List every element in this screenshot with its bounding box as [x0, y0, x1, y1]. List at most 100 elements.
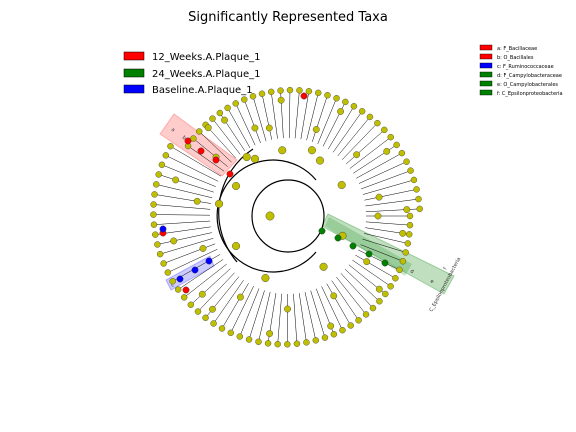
tree-branch	[365, 221, 391, 224]
taxon-node	[209, 115, 216, 122]
tree-branch	[332, 310, 343, 331]
clade-swatch-f	[479, 89, 493, 96]
taxon-node	[245, 336, 253, 343]
taxon-node	[406, 212, 414, 220]
tree-branch	[348, 264, 380, 290]
tree-branch	[217, 272, 235, 292]
tree-branch	[371, 136, 391, 153]
tree-branch	[178, 278, 196, 290]
taxon-node	[266, 330, 273, 337]
taxon-node	[381, 259, 389, 267]
tree-branch	[393, 198, 419, 203]
clade-label-d: d: F_Campylobacteraceae	[497, 73, 562, 79]
clade-highlights: a b c d e f C_Epsilonproteobacteria	[159, 113, 462, 313]
tree-branch	[333, 295, 351, 326]
clade-label-a: a: F_Bacillaceae	[497, 46, 537, 52]
taxon-node	[152, 231, 159, 238]
taxon-node	[365, 250, 373, 258]
taxon-node	[318, 227, 326, 235]
tree-branch	[161, 164, 195, 179]
tree-branch	[316, 95, 328, 130]
taxon-node	[337, 180, 346, 189]
taxon-node	[216, 109, 224, 117]
tree-branch	[294, 104, 299, 139]
tree-branch	[299, 293, 303, 313]
tree-branch	[379, 189, 417, 198]
tree-branch	[384, 237, 408, 244]
taxon-node	[154, 241, 161, 248]
taxon-node	[402, 249, 409, 256]
taxon-node	[396, 266, 403, 274]
tree-branch	[257, 113, 267, 142]
legend-label-baseline: Baseline.A.Plaque_1	[152, 85, 253, 96]
taxon-node	[265, 211, 275, 221]
taxon-node	[250, 154, 259, 163]
tree-branch	[153, 223, 176, 225]
taxon-node	[416, 205, 423, 213]
tree-branch	[185, 165, 219, 182]
tree-branch	[273, 113, 278, 139]
tree-branch	[208, 127, 236, 159]
tree-branch	[258, 315, 265, 342]
tree-branch	[336, 276, 348, 292]
taxon-node	[376, 298, 383, 305]
taxon-node	[236, 333, 243, 340]
tree-branch	[322, 111, 341, 147]
taxon-node	[209, 305, 216, 313]
tree-branch	[393, 179, 414, 186]
tree-branch	[179, 206, 211, 210]
taxon-node	[382, 290, 389, 298]
tree-nodes	[150, 86, 423, 348]
taxon-node	[349, 242, 357, 250]
taxon-node	[210, 320, 217, 327]
taxon-node	[226, 170, 234, 178]
taxon-node	[215, 199, 224, 208]
tree-branch	[341, 137, 364, 160]
tree-branch	[300, 122, 304, 140]
tree-arc-level-2	[216, 159, 317, 273]
taxon-node	[241, 96, 248, 103]
tree-ring-level-1	[251, 179, 325, 253]
tree-branch	[202, 268, 231, 295]
taxon-node	[187, 301, 195, 308]
tree-branch	[339, 106, 355, 131]
taxon-node	[383, 147, 391, 155]
taxon-node	[398, 149, 406, 157]
tree-branch	[185, 191, 213, 199]
taxon-node	[406, 231, 413, 238]
taxon-node	[334, 234, 342, 242]
taxon-node	[232, 241, 241, 250]
taxon-node	[182, 286, 190, 294]
tree-branch	[227, 107, 241, 131]
taxon-node	[369, 304, 377, 312]
highlight-label-d: d	[409, 268, 415, 275]
tree-branch	[153, 204, 180, 207]
taxon-node	[410, 176, 418, 184]
taxon-node	[158, 161, 166, 168]
tree-branch	[165, 155, 187, 166]
taxon-node	[197, 147, 205, 155]
taxon-node	[261, 274, 270, 283]
taxon-node	[205, 257, 213, 265]
tree-branch	[358, 168, 392, 184]
tree-branch	[376, 152, 403, 168]
taxon-node	[403, 158, 410, 165]
taxon-node	[224, 104, 231, 112]
taxon-node	[347, 322, 354, 329]
tree-branch	[304, 292, 314, 328]
tree-branch	[349, 151, 372, 169]
tree-branch	[269, 293, 277, 334]
class-legend: 12_Weeks.A.Plaque_1 24_Weeks.A.Plaque_1 …	[123, 51, 261, 96]
tree-branch	[331, 280, 350, 307]
taxon-node	[374, 212, 382, 220]
taxon-node	[190, 135, 197, 142]
taxon-node	[293, 340, 301, 347]
chart-title: Significantly Represented Taxa	[188, 10, 388, 25]
tree-branch	[340, 273, 365, 300]
taxon-node	[350, 103, 358, 110]
taxon-node	[191, 266, 199, 274]
taxon-node	[150, 211, 157, 218]
tree-branch	[327, 130, 340, 150]
taxon-node	[232, 181, 241, 190]
taxon-node	[284, 341, 291, 348]
